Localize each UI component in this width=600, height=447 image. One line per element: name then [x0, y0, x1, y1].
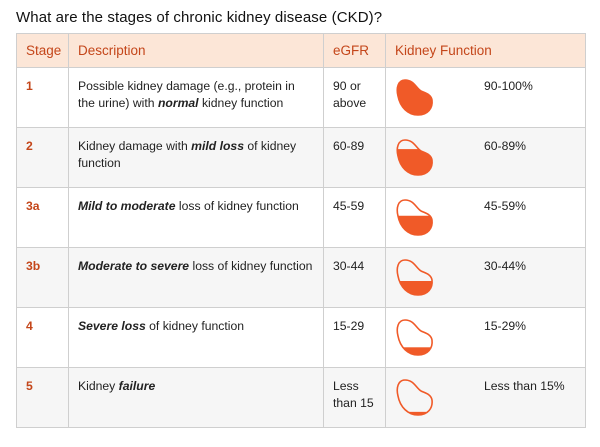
- description-text: Kidney: [78, 379, 119, 393]
- egfr-cell: 15-29: [323, 307, 386, 368]
- header-cell: Description: [68, 33, 324, 68]
- description-text: Kidney damage with: [78, 139, 192, 153]
- kidney-icon: [396, 199, 433, 236]
- table-row: 5 Kidney failure Less than 15 Less than 15%: [16, 367, 586, 428]
- function-cell: 30-44%: [385, 247, 586, 308]
- function-cell: 15-29%: [385, 307, 586, 368]
- emphasis-text: normal: [157, 96, 199, 110]
- emphasis-text: Moderate to severe: [78, 259, 190, 273]
- stage-cell: 4: [16, 307, 69, 368]
- stage-cell: 2: [16, 127, 69, 188]
- description-text: of kidney function: [78, 139, 297, 170]
- function-text: 90-100%: [484, 79, 533, 93]
- header-cell: Kidney Function: [385, 33, 586, 68]
- kidney-icon: [396, 259, 433, 296]
- description-text: kidney function: [198, 96, 284, 110]
- egfr-cell: 60-89: [323, 127, 386, 188]
- function-cell: 45-59%: [385, 187, 586, 248]
- kidney-outline: [396, 79, 433, 116]
- function-text: 45-59%: [484, 199, 527, 213]
- table-body: 1 Possible kidney damage (e.g., protein i…: [16, 67, 586, 428]
- kidney-icon: [396, 139, 433, 176]
- function-text: 60-89%: [484, 139, 527, 153]
- title: What are the stages of chronic kidney di…: [16, 9, 383, 26]
- description-cell: Moderate to severe loss of kidney functi…: [68, 247, 324, 308]
- description-text: Possible kidney damage (e.g., protein in…: [78, 79, 295, 110]
- egfr-cell: 90 or above: [323, 67, 386, 128]
- description-cell: Severe loss of kidney function: [68, 307, 324, 368]
- description-text: of kidney function: [145, 319, 245, 333]
- function-text: Less than 15%: [484, 379, 565, 393]
- description-cell: Kidney failure: [68, 367, 324, 428]
- table-row: 1 Possible kidney damage (e.g., protein i…: [16, 67, 586, 128]
- table-row: 3b Moderate to severe loss of kidney func…: [16, 247, 586, 308]
- kidney-outline: [396, 379, 433, 416]
- function-text: 15-29%: [484, 319, 527, 333]
- egfr-cell: 30-44: [323, 247, 386, 308]
- function-cell: 60-89%: [385, 127, 586, 188]
- stage-cell: 5: [16, 367, 69, 428]
- egfr-cell: Less than 15: [323, 367, 386, 428]
- emphasis-text: mild loss: [191, 139, 244, 153]
- emphasis-text: Mild to moderate: [78, 199, 176, 213]
- kidney-outline: [396, 319, 433, 356]
- description-cell: Kidney damage with mild loss of kidney f…: [68, 127, 324, 188]
- header-cell: Stage: [16, 33, 69, 68]
- kidney-outline: [396, 139, 433, 176]
- description-cell: Mild to moderate loss of kidney function: [68, 187, 324, 248]
- kidney-fill: [397, 347, 433, 355]
- description-text: loss of kidney function: [189, 259, 313, 273]
- function-cell: 90-100%: [385, 67, 586, 128]
- stage-cell: 1: [16, 67, 69, 128]
- stage-cell: 3a: [16, 187, 69, 248]
- egfr-cell: 45-59: [323, 187, 386, 248]
- header-row: Stage Description eGFR Kidney Function: [16, 33, 586, 68]
- table-row: 2 Kidney damage with mild loss of kidney …: [16, 127, 586, 188]
- header-cell: eGFR: [323, 33, 386, 68]
- table-row: 3a Mild to moderate loss of kidney functi…: [16, 187, 586, 248]
- stage-cell: 3b: [16, 247, 69, 308]
- kidney-icon: [396, 319, 433, 356]
- kidney-icon: [396, 379, 433, 416]
- kidney-icon: [396, 79, 433, 116]
- kidney-outline: [396, 259, 433, 296]
- emphasis-text: failure: [118, 379, 156, 393]
- kidney-fill: [397, 411, 433, 415]
- function-cell: Less than 15%: [385, 367, 586, 428]
- description-text: loss of kidney function: [175, 199, 299, 213]
- table-row: 4 Severe loss of kidney function 15-29 15-2…: [16, 307, 586, 368]
- description-cell: Possible kidney damage (e.g., protein in…: [68, 67, 324, 128]
- emphasis-text: Severe loss: [78, 319, 146, 333]
- function-text: 30-44%: [484, 259, 527, 273]
- ckd-table: Stage Description eGFR Kidney Function 1 Pos…: [16, 33, 586, 428]
- kidney-outline: [396, 199, 433, 236]
